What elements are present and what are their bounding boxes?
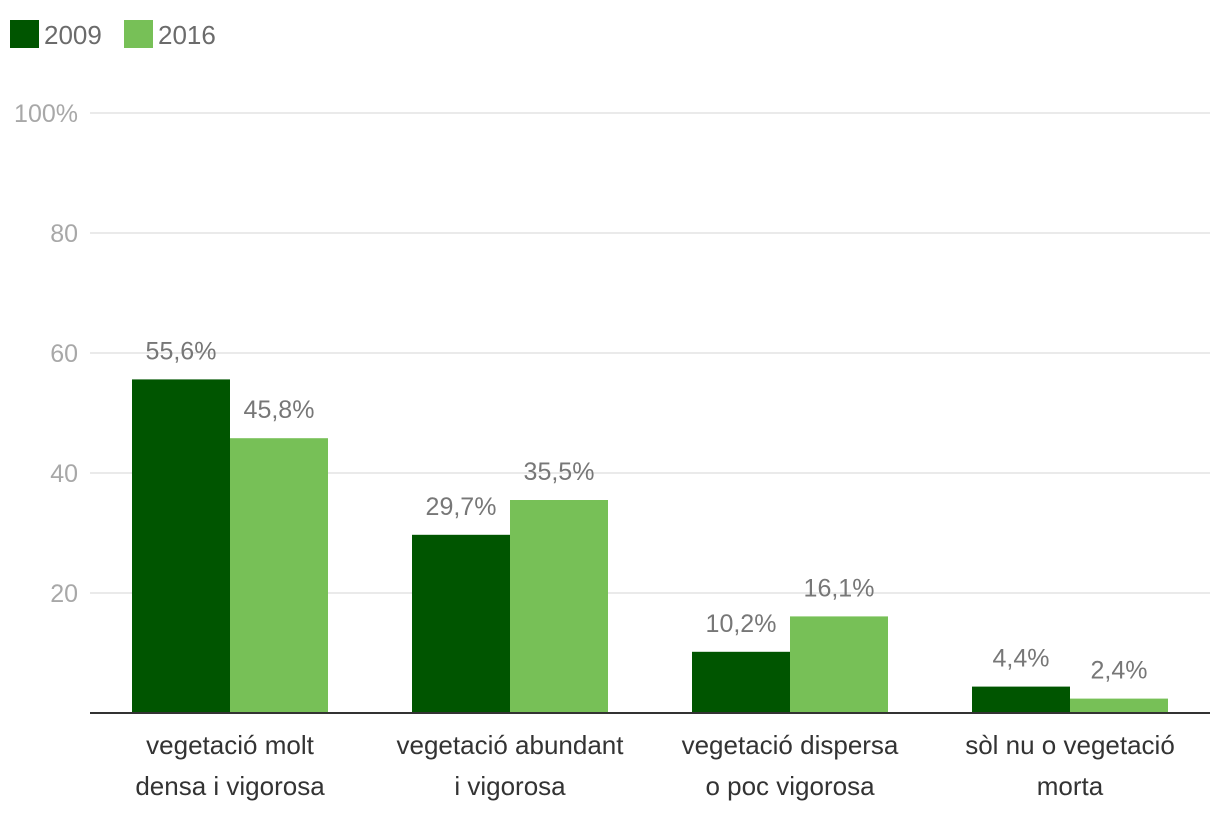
x-axis: vegetació molt densa i vigorosa vegetació … [90, 712, 1210, 801]
bar-2009-0 [132, 379, 230, 713]
legend-label-2009: 2009 [44, 20, 102, 50]
bar-2016-3 [1070, 698, 1168, 713]
y-tick-label: 80 [50, 220, 78, 248]
bar-2009-3 [972, 686, 1070, 713]
bar-2009-1 [412, 534, 510, 713]
x-tick-label: vegetació dispersa [682, 730, 899, 760]
data-label: 10,2% [706, 610, 777, 638]
y-axis: 20 40 60 80 100% [14, 100, 78, 608]
bar-2016-1 [510, 500, 608, 713]
x-tick-label: morta [1037, 771, 1104, 801]
x-tick-label: vegetació molt [146, 730, 314, 760]
x-tick-label: densa i vigorosa [135, 771, 325, 801]
data-label: 2,4% [1091, 657, 1148, 685]
y-tick-label: 40 [50, 460, 78, 488]
legend-swatch-2016 [124, 20, 153, 48]
data-label: 55,6% [146, 337, 217, 365]
data-labels: 55,6% 45,8% 29,7% 35,5% 10,2% 16,1% 4,4% 2,4% [146, 337, 1148, 684]
x-tick-label: i vigorosa [454, 771, 566, 801]
bar-2016-0 [230, 438, 328, 713]
data-label: 4,4% [993, 645, 1050, 673]
x-tick-label: sòl nu o vegetació [965, 730, 1175, 760]
x-tick-label: vegetació abundant [397, 730, 625, 760]
legend-swatch-2009 [10, 20, 39, 48]
data-label: 16,1% [804, 574, 875, 602]
y-tick-label: 20 [50, 580, 78, 608]
y-tick-label: 60 [50, 340, 78, 368]
bar-2009-2 [692, 651, 790, 713]
x-tick-label: o poc vigorosa [705, 771, 875, 801]
legend: 2009 2016 [10, 20, 216, 50]
legend-label-2016: 2016 [158, 20, 216, 50]
data-label: 45,8% [244, 396, 315, 424]
data-label: 35,5% [524, 458, 595, 486]
bars [132, 379, 1168, 713]
data-label: 29,7% [426, 493, 497, 521]
bar-2016-2 [790, 616, 888, 713]
y-tick-label: 100% [14, 100, 78, 128]
